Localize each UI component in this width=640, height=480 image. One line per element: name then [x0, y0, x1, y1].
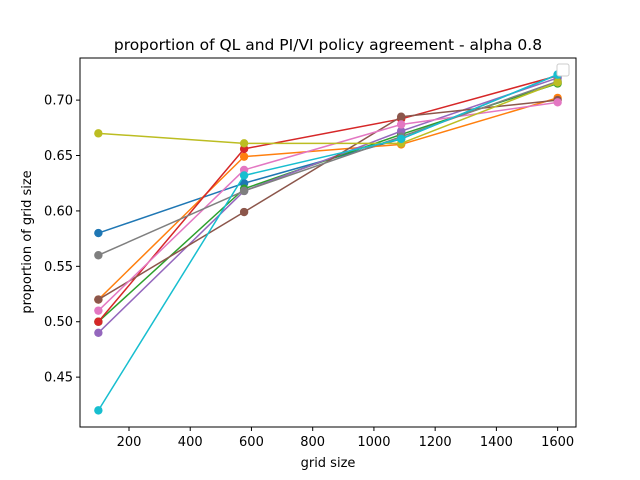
series-9: [94, 78, 562, 148]
series-1-point: [94, 228, 103, 238]
y-tick-label: 0.70: [44, 94, 73, 109]
axes-layer: 200 400 600 800 1000 1200 1400 1600 0.45 0.50 0.55…: [44, 94, 574, 450]
series-10-point: [396, 134, 406, 144]
series-8-line: [98, 80, 558, 256]
series-9-point: [239, 139, 249, 148]
series-8-point: [94, 251, 103, 260]
series-4-line: [97, 75, 558, 323]
series-10: [94, 70, 562, 415]
series-9-point: [553, 78, 562, 87]
series-layer: [94, 70, 562, 415]
x-tick-label: 1000: [357, 435, 390, 450]
series-8-point: [239, 186, 249, 196]
x-tick-label: 1600: [541, 435, 574, 450]
chart-title: proportion of QL and PI/VI policy agreem…: [114, 36, 542, 54]
x-tick-label: 400: [178, 435, 203, 450]
series-9-line: [98, 81, 558, 145]
series-6-point: [94, 295, 103, 304]
series-7-point: [553, 98, 562, 107]
series-5-point: [94, 328, 103, 338]
x-tick-label: 1200: [419, 435, 452, 450]
series-4-point: [94, 317, 103, 326]
y-tick-label: 0.55: [44, 260, 73, 275]
series-2-line: [97, 97, 558, 301]
series-10-line: [97, 73, 558, 411]
series-2-point: [239, 152, 249, 161]
series-5-line: [97, 77, 558, 334]
y-axis-title: proportion of grid size: [20, 170, 35, 313]
y-tick-label: 0.65: [44, 149, 73, 164]
y-tick-label: 0.60: [44, 204, 73, 219]
x-tick-label: 200: [117, 435, 142, 450]
y-tick-label: 0.45: [44, 371, 73, 386]
y-tick-label: 0.50: [44, 315, 73, 330]
series-10-point: [94, 406, 103, 415]
x-tick-label: 800: [300, 435, 325, 450]
series-7-point: [94, 306, 103, 315]
plot-frame: [79, 57, 577, 428]
x-axis-title: grid size: [301, 456, 356, 471]
series-6-point: [239, 207, 249, 217]
legend-box: [556, 63, 570, 77]
x-tick-label: 600: [239, 435, 264, 450]
series-7-point: [396, 120, 406, 129]
series-10-point: [239, 171, 249, 180]
series-9-point: [94, 129, 103, 138]
x-tick-label: 1400: [480, 435, 513, 450]
series-6-point: [396, 112, 406, 121]
